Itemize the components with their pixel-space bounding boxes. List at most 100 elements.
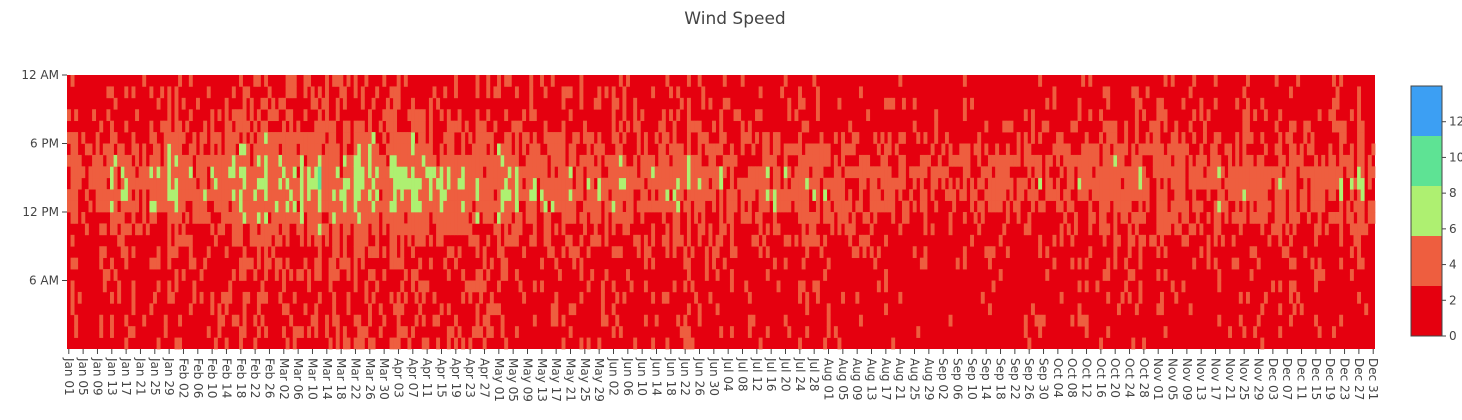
heatmap-cell <box>174 189 179 201</box>
heatmap-cell <box>719 143 724 156</box>
heatmap-cell <box>901 132 906 144</box>
heatmap-cell <box>744 189 749 201</box>
heatmap-cell <box>1267 177 1272 190</box>
heatmap-cell <box>407 212 412 224</box>
heatmap-cell <box>772 200 777 213</box>
heatmap-cell <box>1249 166 1254 179</box>
heatmap-cell <box>962 246 967 259</box>
heatmap-cell <box>755 166 759 179</box>
heatmap-cell <box>830 223 835 236</box>
heatmap-cell <box>303 86 308 99</box>
heatmap-cell <box>586 177 591 190</box>
heatmap-cell <box>629 189 634 201</box>
heatmap-cell <box>514 166 519 179</box>
heatmap-cell <box>876 280 881 293</box>
heatmap-cell <box>135 109 140 122</box>
heatmap-cell <box>403 166 408 179</box>
heatmap-cell <box>1106 132 1111 144</box>
heatmap-cell <box>962 257 967 270</box>
heatmap-cell <box>765 200 770 213</box>
heatmap-cell <box>217 200 222 213</box>
heatmap-cell <box>92 154 97 167</box>
heatmap-cell <box>962 177 967 190</box>
heatmap-cell <box>1285 166 1290 179</box>
heatmap-cell <box>694 189 699 201</box>
heatmap-cell <box>439 200 444 213</box>
heatmap-cell <box>346 257 351 270</box>
heatmap-cell <box>887 189 892 201</box>
x-tick-label: Jul 04 <box>721 357 735 392</box>
heatmap-cell <box>178 189 183 201</box>
heatmap-cell <box>1299 303 1304 316</box>
x-tick-label: Jan 13 <box>105 357 119 396</box>
heatmap-cell <box>525 166 530 179</box>
heatmap-cell <box>156 189 161 201</box>
heatmap-cell <box>411 166 415 179</box>
heatmap-cell <box>1134 109 1139 122</box>
heatmap-cell <box>697 200 702 213</box>
heatmap-cell <box>747 291 752 304</box>
heatmap-cell <box>153 177 157 190</box>
heatmap-cell <box>489 326 494 338</box>
heatmap-cell <box>163 189 168 201</box>
heatmap-cell <box>1303 120 1308 133</box>
heatmap-cell <box>966 166 971 179</box>
heatmap-cell <box>235 154 240 167</box>
heatmap-cell <box>733 200 738 213</box>
heatmap-cell <box>719 177 724 190</box>
x-tick-label: Jun 06 <box>621 357 635 396</box>
heatmap-cell <box>450 223 455 236</box>
heatmap-cell <box>482 200 487 213</box>
heatmap-cell <box>407 154 412 167</box>
heatmap-cell <box>600 280 605 293</box>
heatmap-cell <box>604 223 609 236</box>
heatmap-cell <box>1306 120 1311 133</box>
heatmap-cell <box>529 75 534 87</box>
heatmap-cell <box>1102 269 1107 281</box>
heatmap-cell <box>518 120 523 133</box>
heatmap-cell <box>557 132 562 144</box>
heatmap-cell <box>242 166 247 179</box>
heatmap-cell <box>421 314 426 327</box>
heatmap-cell <box>1131 166 1136 179</box>
heatmap-cell <box>987 189 992 201</box>
heatmap-cell <box>400 200 405 213</box>
heatmap-cell <box>475 132 480 144</box>
heatmap-cell <box>1084 314 1089 327</box>
heatmap-cell <box>722 257 727 270</box>
heatmap-cell <box>353 269 358 281</box>
heatmap-cell <box>651 234 656 247</box>
heatmap-cell <box>203 189 208 201</box>
heatmap-cell <box>532 223 537 236</box>
heatmap-cell <box>661 291 666 304</box>
heatmap-cell <box>1174 143 1179 156</box>
heatmap-cell <box>543 234 548 247</box>
heatmap-cell <box>866 109 871 122</box>
heatmap-cell <box>299 154 304 167</box>
heatmap-cell <box>600 291 605 304</box>
heatmap-cell <box>615 166 620 179</box>
heatmap-cell <box>550 246 555 259</box>
heatmap-cell <box>260 120 265 133</box>
heatmap-cell <box>686 234 691 247</box>
heatmap-cell <box>697 223 702 236</box>
heatmap-cell <box>332 143 337 156</box>
heatmap-cell <box>1210 143 1215 156</box>
heatmap-cell <box>1199 246 1204 259</box>
heatmap-cell <box>368 269 372 281</box>
heatmap-cell <box>393 223 398 236</box>
heatmap-cell <box>647 246 652 259</box>
heatmap-cell <box>256 109 261 122</box>
heatmap-cell <box>611 303 616 316</box>
heatmap-cell <box>282 120 286 133</box>
heatmap-cell <box>475 303 480 316</box>
heatmap-cell <box>421 132 426 144</box>
heatmap-cell <box>385 189 390 201</box>
heatmap-cell <box>497 303 501 316</box>
heatmap-cell <box>984 189 989 201</box>
heatmap-cell <box>980 200 985 213</box>
heatmap-cell <box>1314 280 1319 293</box>
heatmap-cell <box>1181 177 1186 190</box>
heatmap-cell <box>1091 189 1096 201</box>
heatmap-cell <box>1188 223 1193 236</box>
